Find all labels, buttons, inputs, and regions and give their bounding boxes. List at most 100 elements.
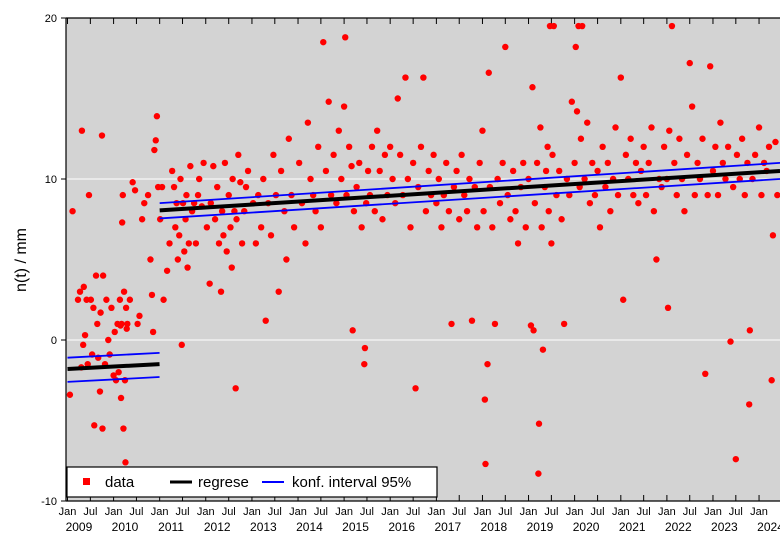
x-axis: Jan Jul 2009 Jan Jul 2010 Jan Jul 2011 Jan Jul 2012…	[59, 18, 780, 534]
data-point	[92, 272, 100, 279]
data-point	[589, 159, 596, 167]
data-point	[755, 124, 763, 131]
x-month-label: Jan	[151, 506, 169, 518]
data-point	[596, 224, 604, 231]
data-point	[99, 425, 106, 432]
data-point	[105, 336, 112, 344]
data-point	[262, 317, 269, 324]
data-point	[458, 151, 465, 159]
legend-data-marker	[83, 478, 90, 485]
data-point	[769, 232, 777, 239]
x-year-label: 2012	[204, 520, 231, 534]
data-point	[535, 470, 542, 477]
data-point	[206, 280, 213, 287]
data-point	[217, 288, 225, 295]
data-point	[90, 304, 97, 311]
x-month-label: Jul	[498, 506, 512, 518]
data-point	[195, 175, 203, 183]
legend: data regrese konf. interval 95%	[66, 466, 438, 498]
data-point	[538, 224, 545, 231]
data-point	[653, 256, 660, 263]
data-point	[591, 191, 599, 199]
data-point	[722, 175, 729, 183]
data-point	[183, 191, 190, 199]
data-point	[530, 327, 537, 334]
x-month-label: Jul	[729, 506, 743, 518]
data-point	[614, 191, 622, 199]
data-series	[66, 22, 780, 477]
data-point	[218, 208, 226, 215]
data-point	[664, 304, 672, 311]
regression-line	[159, 168, 780, 213]
data-point	[174, 256, 182, 263]
data-point	[160, 296, 167, 303]
x-year-label: 2010	[112, 520, 139, 534]
data-point	[741, 191, 748, 199]
data-point	[267, 232, 275, 239]
data-point	[373, 127, 381, 134]
data-point	[578, 22, 586, 30]
data-point	[97, 309, 104, 316]
data-point	[640, 143, 647, 150]
x-month-label: Jan	[197, 506, 215, 518]
data-point	[468, 317, 476, 324]
data-point	[368, 143, 376, 150]
data-point	[138, 216, 146, 223]
confidence-interval-series	[67, 162, 780, 383]
data-point	[584, 119, 591, 126]
data-point	[168, 167, 176, 175]
data-point	[84, 360, 91, 368]
data-point	[173, 199, 180, 207]
data-point	[751, 151, 759, 159]
data-point	[207, 199, 214, 207]
data-point	[617, 74, 625, 81]
data-point	[364, 167, 372, 175]
data-point	[632, 159, 640, 167]
x-month-label: Jul	[591, 506, 605, 518]
data-point	[630, 191, 637, 199]
data-point	[78, 127, 86, 134]
data-point	[131, 187, 139, 194]
data-point	[491, 320, 499, 328]
data-point	[627, 135, 634, 142]
data-point	[507, 216, 514, 223]
data-point	[394, 95, 401, 102]
data-point	[774, 191, 780, 199]
data-point	[529, 84, 536, 91]
x-year-label: 2024	[757, 520, 780, 534]
x-month-label: Jul	[129, 506, 143, 518]
data-point	[225, 191, 232, 199]
data-point	[738, 135, 746, 142]
y-axis-label: n(t) / mm	[13, 228, 30, 292]
data-point	[76, 288, 84, 295]
data-point	[223, 248, 230, 255]
data-point	[512, 208, 519, 215]
data-point	[425, 167, 432, 175]
data-point	[577, 135, 585, 142]
data-point	[358, 224, 365, 231]
data-point	[98, 132, 106, 139]
data-point	[502, 43, 509, 51]
data-point	[340, 103, 348, 110]
data-point	[544, 143, 551, 150]
x-month-label: Jan	[289, 506, 307, 518]
data-point	[376, 167, 383, 175]
data-point	[124, 320, 131, 328]
data-point	[275, 288, 282, 295]
data-point	[732, 455, 740, 463]
data-point	[484, 360, 491, 368]
data-point	[443, 159, 450, 167]
x-month-label: Jul	[175, 506, 189, 518]
data-point	[694, 159, 701, 167]
data-point	[285, 135, 293, 142]
data-point	[717, 119, 724, 126]
data-point	[514, 240, 522, 247]
data-point	[745, 401, 753, 408]
data-point	[671, 159, 678, 167]
data-point	[69, 208, 76, 215]
data-point	[422, 208, 430, 215]
data-point	[558, 216, 565, 223]
data-point	[66, 391, 74, 398]
x-month-label: Jul	[360, 506, 374, 518]
